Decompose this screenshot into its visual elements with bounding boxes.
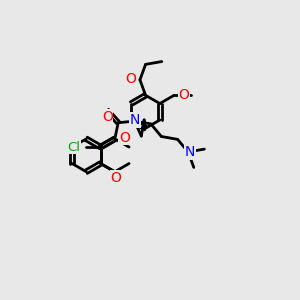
Text: O: O <box>125 72 136 86</box>
Text: O: O <box>119 131 130 145</box>
Text: N: N <box>130 113 140 127</box>
Text: O: O <box>102 110 113 124</box>
Text: O: O <box>110 171 121 185</box>
Text: Cl: Cl <box>68 141 80 154</box>
Text: N: N <box>184 145 195 159</box>
Text: O: O <box>178 88 189 102</box>
